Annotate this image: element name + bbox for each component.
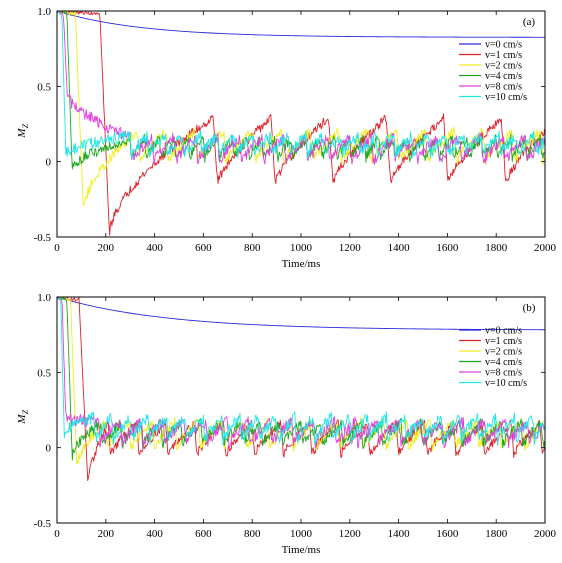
legend-label: v=1 cm/s <box>485 336 522 347</box>
legend-label: v=8 cm/s <box>485 82 522 93</box>
y-tick-label: 0 <box>46 157 52 169</box>
panel-label: (b) <box>523 302 536 314</box>
series-line <box>57 296 545 482</box>
legend-label: v=0 cm/s <box>485 326 522 337</box>
legend-label: v=0 cm/s <box>485 40 522 51</box>
y-tick-label: 1.0 <box>37 292 51 304</box>
y-axis-label: MZ <box>16 123 30 138</box>
series-line <box>56 10 545 160</box>
legend-label: v=2 cm/s <box>485 61 522 72</box>
panel-label: (a) <box>523 16 536 28</box>
series-line <box>56 296 545 447</box>
y-axis-label-subscript: Z <box>21 409 30 414</box>
legend-label: v=10 cm/s <box>485 92 527 103</box>
series-line <box>57 296 545 465</box>
y-tick-label: -0.5 <box>34 232 52 244</box>
x-tick-label: 1400 <box>388 242 411 254</box>
y-tick-label: -0.5 <box>34 518 52 530</box>
x-tick-label: 600 <box>195 242 212 254</box>
x-tick-label: 400 <box>146 528 163 540</box>
y-axis-label-main: M <box>16 128 28 139</box>
series-line <box>57 10 545 206</box>
series-line <box>56 10 545 38</box>
x-tick-label: 1200 <box>339 242 362 254</box>
x-tick-label: 200 <box>98 528 115 540</box>
x-tick-label: 1000 <box>290 528 313 540</box>
legend-label: v=1 cm/s <box>485 50 522 61</box>
series-line <box>56 296 546 331</box>
series-line <box>56 10 545 165</box>
x-tick-label: 1800 <box>485 528 508 540</box>
x-tick-label: 2000 <box>534 242 557 254</box>
plot-frame <box>56 10 546 238</box>
legend-label: v=10 cm/s <box>485 378 527 389</box>
y-axis-label-main: M <box>16 414 28 425</box>
y-tick-label: 0 <box>46 443 52 455</box>
legend-label: v=2 cm/s <box>485 347 522 358</box>
x-axis-label: Time/ms <box>282 544 321 556</box>
x-tick-label: 2000 <box>534 528 557 540</box>
x-tick-label: 1600 <box>436 242 459 254</box>
y-tick-label: 0.5 <box>37 81 51 93</box>
x-tick-label: 0 <box>54 242 60 254</box>
x-tick-label: 1800 <box>485 242 508 254</box>
y-axis-label: MZ <box>16 409 30 424</box>
x-tick-label: 800 <box>244 528 261 540</box>
x-tick-label: 1600 <box>436 528 459 540</box>
y-tick-label: 0.5 <box>37 367 51 379</box>
y-tick-label: 1.0 <box>37 6 51 18</box>
legend-label: v=4 cm/s <box>485 357 522 368</box>
x-tick-label: 1000 <box>290 242 313 254</box>
legend-label: v=8 cm/s <box>485 368 522 379</box>
x-tick-label: 1400 <box>388 528 411 540</box>
x-axis-label: Time/ms <box>282 258 321 270</box>
legend-label: v=4 cm/s <box>485 71 522 82</box>
x-tick-label: 1200 <box>339 528 362 540</box>
series-line <box>56 10 545 236</box>
x-tick-label: 400 <box>146 242 163 254</box>
x-tick-label: 0 <box>54 528 60 540</box>
x-tick-label: 600 <box>195 528 212 540</box>
chart-panel: 0 200 400 600 800 1000 1200 1400 1600 1800 2000 -0.… <box>16 6 557 270</box>
chart-panel: 0 200 400 600 800 1000 1200 1400 1600 1800 2000 -0.… <box>16 292 557 556</box>
plot-frame <box>56 296 546 524</box>
x-tick-label: 200 <box>98 242 115 254</box>
y-axis-label-subscript: Z <box>21 123 30 128</box>
x-tick-label: 800 <box>244 242 261 254</box>
series-line <box>56 296 545 449</box>
